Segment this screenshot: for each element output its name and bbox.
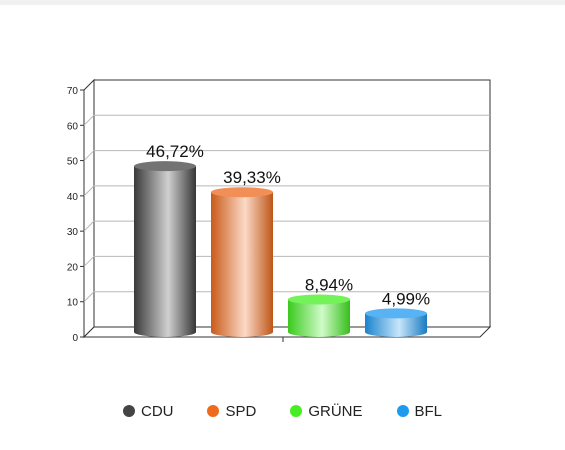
bar-body — [288, 299, 350, 337]
bar-body — [134, 166, 196, 337]
gridline-side — [83, 150, 95, 161]
bar-top — [211, 187, 273, 198]
legend-marker — [122, 405, 135, 417]
legend-marker — [396, 405, 409, 417]
legend-item: GRÜNE — [290, 402, 363, 420]
bar-body — [211, 192, 273, 337]
top-bar — [0, 0, 565, 5]
data-label: 8,94% — [305, 275, 353, 294]
bar-chart: 0 10 20 30 40 50 60 70 46,72% 39,33% 8,94% 4,99% — [67, 78, 492, 344]
legend-label: BFL — [414, 402, 443, 420]
y-tick-label: 30 — [67, 227, 79, 238]
bar-bfl — [365, 308, 427, 337]
y-tick-label: 10 — [67, 298, 79, 309]
bar-top — [134, 161, 196, 172]
bar-spd — [211, 187, 273, 337]
y-tick-label: 40 — [67, 192, 79, 203]
gridline-side — [83, 185, 95, 197]
gridline-side — [83, 220, 95, 232]
bar-cdu — [134, 161, 196, 337]
data-label: 4,99% — [382, 289, 430, 308]
bar-top — [365, 308, 427, 319]
legend-marker — [207, 405, 220, 417]
side-wall — [83, 78, 95, 339]
legend-item: SPD — [207, 403, 256, 420]
legend-item: CDU — [122, 402, 174, 420]
legend: CDU SPD GRÜNE BFL — [0, 400, 565, 422]
gridline-side — [83, 291, 95, 303]
y-tick-label: 0 — [72, 333, 78, 344]
bar-body — [365, 313, 427, 337]
legend-label: SPD — [225, 402, 257, 420]
bar-grüne — [288, 294, 350, 337]
bar-top — [288, 294, 350, 305]
bars — [134, 161, 427, 337]
legend-label: CDU — [140, 402, 174, 420]
y-tick-label: 50 — [67, 157, 79, 168]
y-tick-label: 70 — [67, 86, 79, 97]
data-labels: 46,72% 39,33% 8,94% 4,99% — [146, 142, 430, 308]
data-label: 46,72% — [146, 142, 204, 161]
legend-item: BFL — [396, 402, 443, 420]
legend-label: GRÜNE — [308, 402, 363, 420]
y-tick-label: 20 — [67, 262, 79, 273]
legend-marker — [290, 405, 303, 417]
gridline-side — [83, 114, 95, 126]
gridline-side — [83, 256, 95, 267]
y-tick-label: 60 — [67, 121, 79, 132]
data-label: 39,33% — [223, 168, 281, 187]
y-axis: 0 10 20 30 40 50 60 70 — [67, 86, 284, 344]
